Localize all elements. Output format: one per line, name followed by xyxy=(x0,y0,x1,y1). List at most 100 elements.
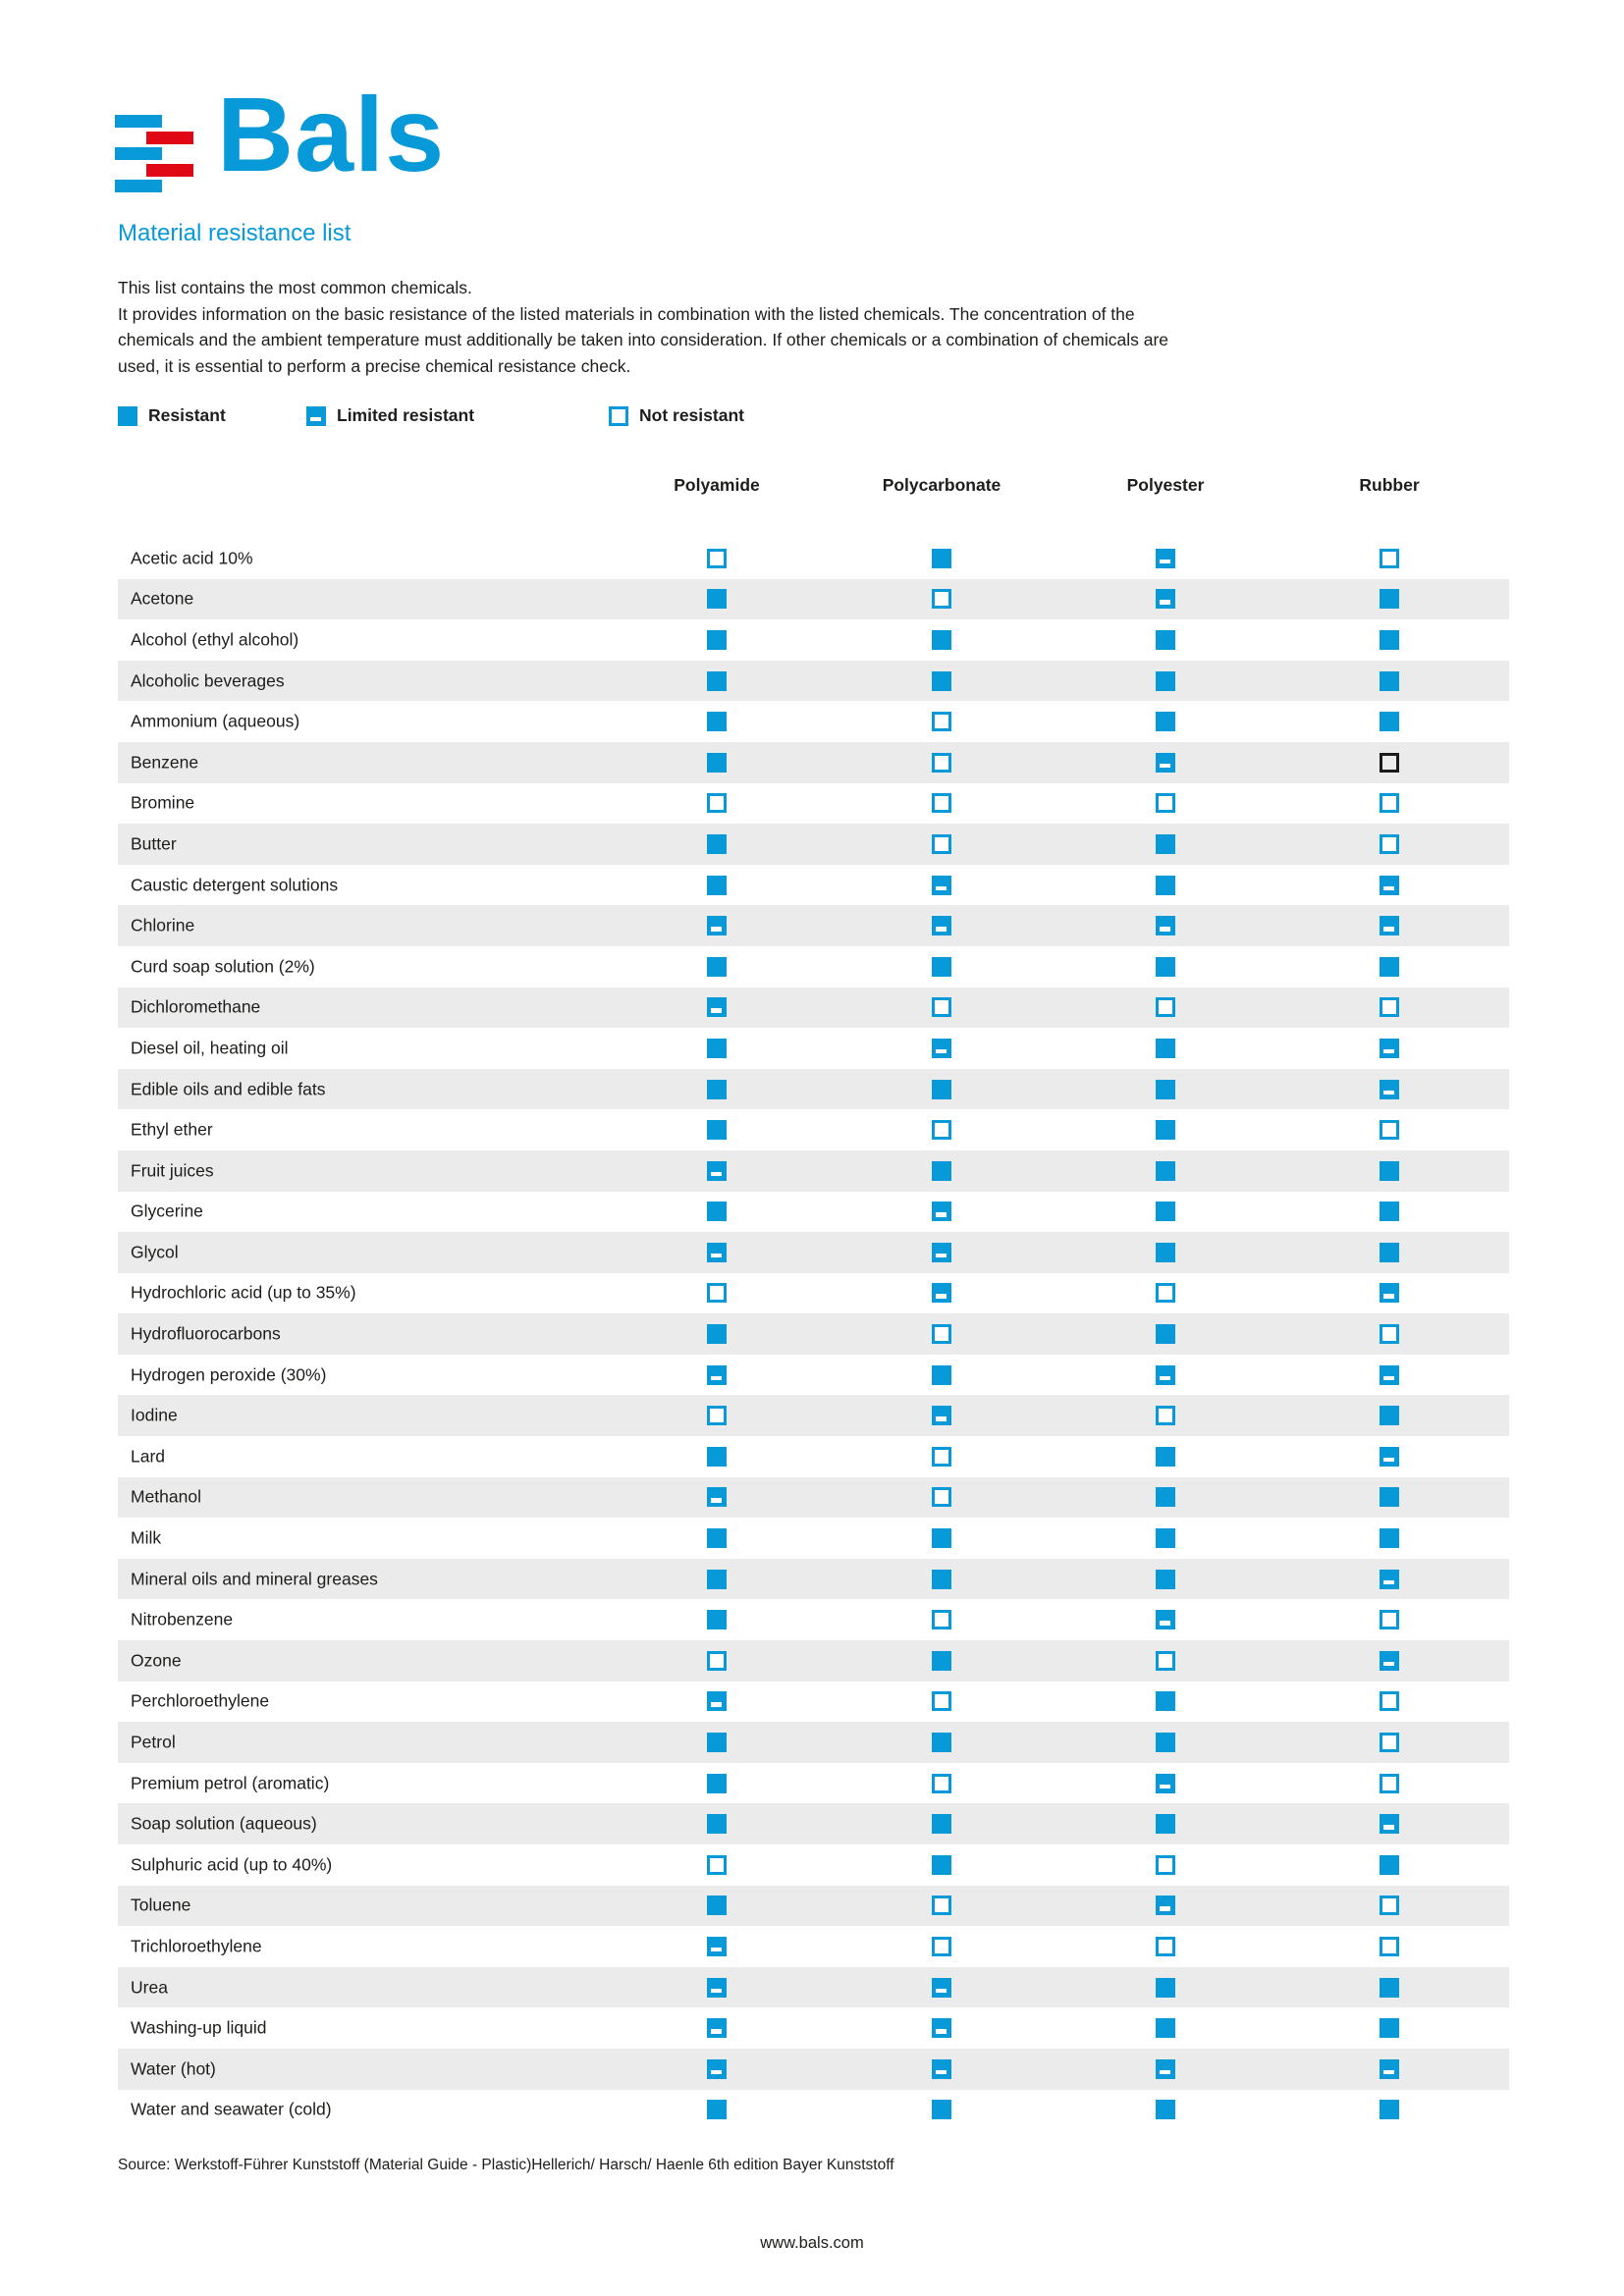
resistance-icon-not-resistant xyxy=(1380,1733,1399,1753)
resistance-icon-resistant xyxy=(1380,1854,1399,1875)
resistance-cell xyxy=(1380,1201,1399,1222)
resistance-icon-resistant xyxy=(932,1160,951,1181)
bals-logo: Bals xyxy=(115,81,567,208)
resistance-cell xyxy=(1380,875,1399,895)
column-header-polyester: Polyester xyxy=(1126,475,1205,495)
table-row: Caustic detergent solutions xyxy=(118,865,1509,906)
table-row: Washing-up liquid xyxy=(118,2007,1509,2049)
resistance-cell xyxy=(707,589,727,610)
resistant-icon xyxy=(118,405,137,426)
resistance-icon-not-resistant xyxy=(1380,1324,1399,1345)
resistance-icon-limited-resistant xyxy=(707,2018,727,2039)
resistance-cell xyxy=(707,1364,727,1385)
resistance-cell xyxy=(1380,1733,1399,1753)
resistance-icon-resistant xyxy=(1380,1977,1399,1998)
resistance-cell xyxy=(1380,1691,1399,1712)
table-row: Dichloromethane xyxy=(118,987,1509,1029)
resistance-cell xyxy=(707,997,727,1018)
table-row: Ethyl ether xyxy=(118,1109,1509,1150)
resistance-cell xyxy=(707,1283,727,1304)
resistance-cell xyxy=(1156,997,1175,1018)
resistance-cell xyxy=(1156,1487,1175,1508)
column-header-polyamide: Polyamide xyxy=(674,475,760,495)
resistance-cell xyxy=(1380,956,1399,977)
resistance-icon-not-resistant-black xyxy=(1380,752,1399,773)
resistance-cell xyxy=(1156,793,1175,814)
resistance-cell xyxy=(1156,1650,1175,1671)
resistance-icon-resistant xyxy=(1156,1814,1175,1835)
chemical-name: Nitrobenzene xyxy=(131,1609,234,1629)
resistance-cell xyxy=(1380,1650,1399,1671)
resistance-cell xyxy=(932,1650,951,1671)
resistance-icon-not-resistant xyxy=(932,1446,951,1467)
chemical-name: Urea xyxy=(131,1977,168,1998)
resistance-cell xyxy=(1156,1160,1175,1181)
table-row: Benzene xyxy=(118,741,1509,783)
resistance-cell xyxy=(1156,1936,1175,1956)
resistance-cell xyxy=(1156,1201,1175,1222)
resistance-cell xyxy=(707,2100,727,2120)
resistance-icon-limited-resistant xyxy=(1156,1364,1175,1385)
chemical-name: Alcohol (ethyl alcohol) xyxy=(131,629,299,650)
table-row: Iodine xyxy=(118,1395,1509,1437)
resistance-cell xyxy=(707,1160,727,1181)
resistance-icon-resistant xyxy=(1380,589,1399,610)
resistance-cell xyxy=(932,2058,951,2079)
resistance-cell xyxy=(707,916,727,936)
resistance-icon-limited-resistant xyxy=(1380,916,1399,936)
resistance-cell xyxy=(932,712,951,732)
resistance-cell xyxy=(1380,1977,1399,1998)
resistance-cell xyxy=(932,997,951,1018)
resistance-icon-resistant xyxy=(932,2100,951,2120)
limited-resistant-icon xyxy=(306,405,326,426)
column-header-rubber: Rubber xyxy=(1359,475,1420,495)
resistance-icon-resistant xyxy=(707,833,727,854)
resistance-icon-not-resistant xyxy=(932,997,951,1018)
table-row: Milk xyxy=(118,1518,1509,1559)
chemical-name: Alcoholic beverages xyxy=(131,670,285,691)
resistance-icon-resistant xyxy=(1156,1446,1175,1467)
resistance-cell xyxy=(932,1528,951,1549)
resistance-icon-not-resistant xyxy=(1380,793,1399,814)
logo-bar-red-2 xyxy=(146,164,193,177)
resistance-icon-limited-resistant xyxy=(707,1364,727,1385)
resistance-cell xyxy=(932,1854,951,1875)
legend-item-resistant: Resistant xyxy=(118,405,226,426)
resistance-cell xyxy=(707,1936,727,1956)
resistance-cell xyxy=(932,1406,951,1426)
chemical-name: Iodine xyxy=(131,1405,178,1425)
table-row: Methanol xyxy=(118,1476,1509,1519)
resistance-icon-not-resistant xyxy=(932,589,951,610)
chemical-name: Milk xyxy=(131,1527,162,1548)
resistance-cell xyxy=(707,2058,727,2079)
resistance-cell xyxy=(932,1896,951,1916)
resistance-icon-limited-resistant xyxy=(932,1038,951,1058)
resistance-cell xyxy=(1380,629,1399,650)
resistance-cell xyxy=(707,1854,727,1875)
resistance-icon-limited-resistant xyxy=(707,916,727,936)
resistance-cell xyxy=(1380,1487,1399,1508)
table-row: Trichloroethylene xyxy=(118,1926,1509,1967)
resistance-icon-resistant xyxy=(1380,1201,1399,1222)
resistance-icon-resistant xyxy=(932,1733,951,1753)
resistance-icon-resistant xyxy=(707,629,727,650)
resistance-cell xyxy=(932,1487,951,1508)
resistance-cell xyxy=(1156,1977,1175,1998)
resistance-icon-limited-resistant xyxy=(707,1160,727,1181)
resistance-icon-limited-resistant xyxy=(707,2058,727,2079)
resistance-cell xyxy=(1156,1242,1175,1262)
resistance-icon-resistant xyxy=(1380,629,1399,650)
resistance-cell xyxy=(1380,712,1399,732)
table-row: Fruit juices xyxy=(118,1149,1509,1192)
resistance-icon-not-resistant xyxy=(1380,997,1399,1018)
resistance-icon-resistant xyxy=(707,875,727,895)
resistance-cell xyxy=(932,875,951,895)
resistance-icon-resistant xyxy=(707,1528,727,1549)
resistance-icon-resistant xyxy=(932,548,951,568)
resistance-icon-limited-resistant xyxy=(932,1977,951,1998)
resistance-cell xyxy=(1156,1773,1175,1793)
resistance-cell xyxy=(1380,1038,1399,1058)
resistance-icon-resistant xyxy=(1156,1528,1175,1549)
chemical-name: Butter xyxy=(131,833,177,854)
resistance-cell xyxy=(1156,2018,1175,2039)
